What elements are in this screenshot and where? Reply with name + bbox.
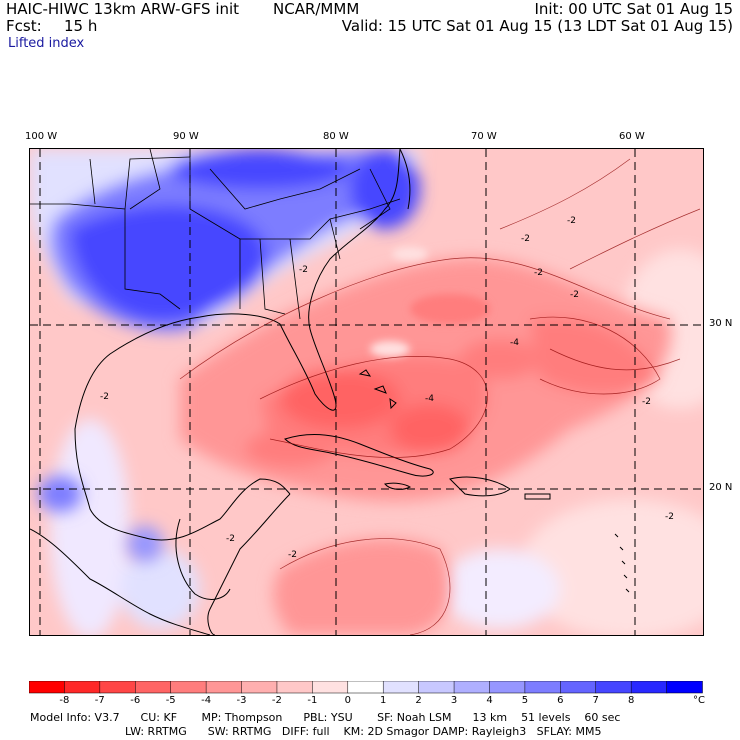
field-light-areas (50, 249, 703, 635)
colorbar-label: 8 (628, 695, 635, 706)
colorbar-label: -6 (130, 695, 141, 706)
lifted-index-map: -2 -2 -2 -2 -2 -2 -2 -4 -4 -2 -2 -2 (29, 148, 704, 636)
map-coastlines (30, 149, 630, 635)
contour-label: -2 (665, 512, 674, 522)
colorbar-label: -5 (165, 695, 176, 706)
colorbar-segment (453, 681, 491, 694)
colorbar-label: -8 (59, 695, 70, 706)
field-warm-areas (180, 257, 672, 635)
colorbar-segment (205, 681, 243, 694)
colorbar-segment (666, 681, 703, 694)
contour-label: -4 (510, 338, 519, 348)
lon-label-70w: 70 W (471, 131, 497, 142)
field-warm-detail (370, 247, 490, 357)
colorbar-label: -7 (94, 695, 105, 706)
colorbar-segment (630, 681, 668, 694)
contour-label: -2 (226, 534, 235, 544)
colorbar-label: -1 (307, 695, 318, 706)
colorbar-label: 1 (380, 695, 387, 706)
colorbar-label: 6 (557, 695, 564, 706)
footer-line1: Model Info: V3.7 CU: KF MP: Thompson PBL… (30, 711, 621, 724)
header-title-left: HAIC-HIWC 13km ARW-GFS init (6, 0, 240, 18)
colorbar-segment (489, 681, 526, 694)
colorbar-label: 7 (592, 695, 599, 706)
colorbar-label: 2 (415, 695, 422, 706)
contour-label: -4 (425, 394, 434, 404)
contour-label: -2 (521, 234, 530, 244)
colorbar-label: 5 (521, 695, 529, 706)
colorbar-label: 4 (486, 695, 493, 706)
contour-label: -2 (567, 216, 576, 226)
colorbar-segment (170, 681, 207, 694)
colorbar-segment (524, 681, 562, 694)
colorbar-segment (312, 681, 349, 694)
header-fcst-label: Fcst: (6, 17, 42, 35)
colorbar-segment (29, 681, 66, 694)
contour-label-group: -2 -2 -2 -2 -2 -2 -2 -4 -4 -2 -2 -2 (100, 216, 674, 560)
colorbar-segment (595, 681, 632, 694)
contour-label: -2 (299, 265, 308, 275)
lon-label-90w: 90 W (173, 131, 199, 142)
colorbar-segment (64, 681, 101, 694)
contour-label: -2 (100, 392, 109, 402)
lon-label-100w: 100 W (25, 131, 58, 142)
colorbar-label: -3 (236, 695, 247, 706)
colorbar-segment (135, 681, 172, 694)
colorbar-segment (382, 681, 420, 694)
contour-label: -2 (288, 550, 297, 560)
header-init: Init: 00 UTC Sat 01 Aug 15 (534, 0, 733, 18)
header-fcst-value: 15 h (64, 17, 98, 35)
graticule (30, 149, 703, 635)
colorbar-segment (276, 681, 314, 694)
colorbar-segment (99, 681, 137, 694)
colorbar-label: 0 (344, 695, 351, 706)
colorbar-label: 3 (450, 695, 458, 706)
colorbar-label: -2 (271, 695, 282, 706)
lon-label-80w: 80 W (323, 131, 349, 142)
colorbar-segment (241, 681, 278, 694)
field-stable-area (30, 149, 420, 562)
contour-lines (179, 158, 701, 635)
colorbar (29, 681, 703, 694)
map-borders (30, 149, 401, 320)
lat-label-30n: 30 N (709, 318, 733, 329)
contour-label: -2 (642, 397, 651, 407)
colorbar-segment (347, 681, 384, 694)
colorbar-segment (560, 681, 597, 694)
field-name: Lifted index (8, 36, 85, 51)
colorbar-segment (418, 681, 455, 694)
header-title-mid: NCAR/MMM (273, 0, 360, 18)
header-valid: Valid: 15 UTC Sat 01 Aug 15 (13 LDT Sat … (341, 17, 733, 35)
contour-label: -2 (534, 268, 543, 278)
colorbar-unit: °C (693, 695, 705, 706)
contour-label: -2 (570, 290, 579, 300)
colorbar-label: -4 (201, 695, 212, 706)
lon-label-60w: 60 W (619, 131, 645, 142)
footer-line2: LW: RRTMG SW: RRTMG DIFF: full KM: 2D Sm… (125, 725, 602, 738)
lat-label-20n: 20 N (709, 482, 733, 493)
